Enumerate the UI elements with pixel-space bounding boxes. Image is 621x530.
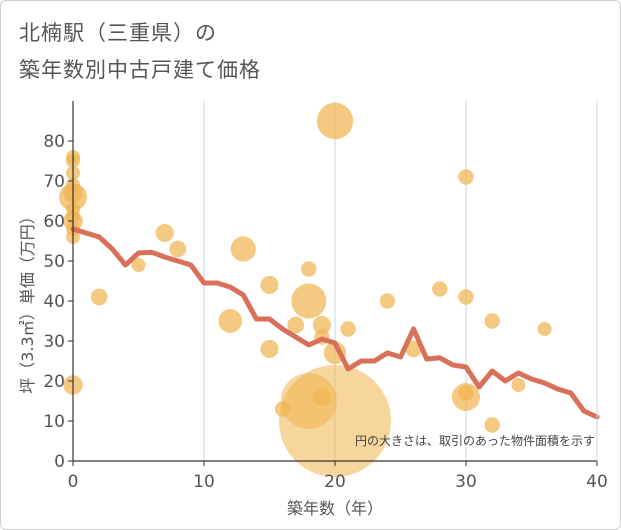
bubble-point-14 — [155, 223, 174, 243]
bubble-point-28 — [316, 102, 354, 140]
line-layer — [70, 226, 600, 420]
y-tick-label-70: 70 — [43, 172, 65, 192]
bubble-point-30 — [279, 365, 391, 477]
y-tick-label-10: 10 — [43, 412, 65, 432]
bubble-point-12 — [90, 288, 108, 306]
chart-title-line1: 北楠駅（三重県）の — [19, 21, 217, 45]
bubble-point-38 — [452, 383, 480, 411]
bubble-point-39 — [484, 313, 500, 329]
bubble-point-16 — [218, 309, 243, 333]
y-axis-label: 坪（3.3㎡）単価（万円） — [18, 208, 37, 393]
bubble-point-17 — [230, 236, 256, 262]
x-tick-label-20: 20 — [324, 472, 346, 492]
bubble-point-32 — [379, 293, 396, 309]
average-price-line — [70, 226, 600, 420]
y-tick-label-60: 60 — [43, 212, 65, 232]
bubble-point-22 — [301, 261, 317, 277]
x-axis-label: 築年数（年） — [287, 499, 383, 518]
bubble-size-note: 円の大きさは、取引のあった物件面積を示す — [355, 433, 595, 448]
x-tick-label-40: 40 — [586, 472, 608, 492]
bubble-point-35 — [458, 169, 474, 185]
bubble-point-19 — [260, 339, 279, 359]
bubble-point-15 — [169, 240, 187, 258]
bubble-point-23 — [291, 283, 327, 319]
bubble-point-31 — [340, 321, 356, 337]
bubble-point-42 — [537, 322, 552, 336]
bubble-layer — [59, 102, 552, 477]
bubble-point-34 — [432, 281, 448, 297]
axis-layer: 0 10 20 30 40 50 60 70 80 0 10 20 30 40 — [43, 101, 608, 492]
y-tick-label-40: 40 — [43, 292, 65, 312]
x-tick-label-0: 0 — [68, 472, 79, 492]
y-tick-label-20: 20 — [43, 372, 65, 392]
y-tick-label-0: 0 — [54, 452, 65, 472]
bubble-point-18 — [260, 275, 279, 295]
y-tick-label-80: 80 — [43, 132, 65, 152]
bubble-point-41 — [511, 378, 526, 392]
bubble-point-21 — [287, 316, 305, 334]
bubble-point-13 — [131, 258, 146, 272]
x-tick-label-30: 30 — [455, 472, 477, 492]
y-tick-label-50: 50 — [43, 252, 65, 272]
chart-title-line2: 築年数別中古戸建て価格 — [19, 58, 261, 82]
bubble-point-36 — [458, 289, 474, 305]
bubble-point-25 — [312, 315, 331, 335]
bubble-point-40 — [484, 417, 500, 433]
y-tick-label-30: 30 — [43, 332, 65, 352]
x-tick-label-10: 10 — [193, 472, 215, 492]
